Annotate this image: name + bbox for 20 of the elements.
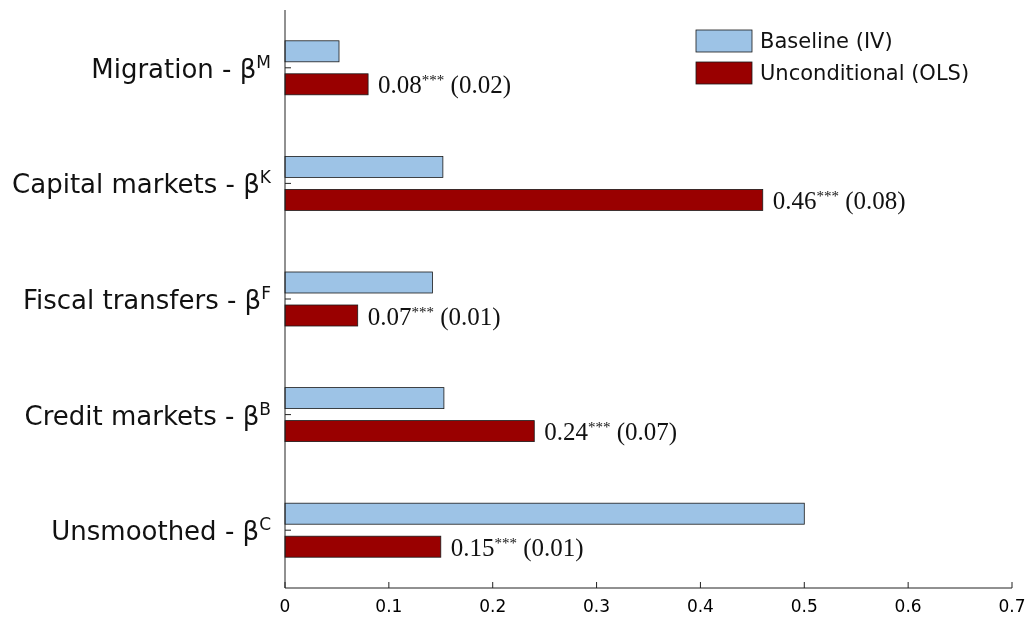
y-tick-label: Fiscal transfers - β$^{F}$ <box>22 283 271 315</box>
x-tick-label: 0.3 <box>583 596 611 616</box>
data-label: 0.46$^{***}$ (0.08) <box>772 186 906 215</box>
x-tick-label: 0.4 <box>686 596 714 616</box>
x-tick-label: 0.5 <box>790 596 818 616</box>
legend-label: Baseline (IV) <box>760 29 893 53</box>
data-label: 0.24$^{***}$ (0.07) <box>544 418 678 447</box>
y-tick-label: Unsmoothed - β$^{C}$ <box>51 514 271 547</box>
x-tick-label: 0 <box>279 596 291 616</box>
data-label: 0.08$^{***}$ (0.02) <box>378 71 511 100</box>
data-label: 0.07$^{***}$ (0.01) <box>367 302 501 331</box>
y-tick-label: Credit markets - β$^{B}$ <box>24 398 271 431</box>
legend-label: Unconditional (OLS) <box>760 61 970 85</box>
y-tick-label: Migration - β$^{M}$ <box>91 51 271 84</box>
x-tick-label: 0.1 <box>375 596 403 616</box>
x-tick-label: 0.2 <box>479 596 507 616</box>
x-tick-label: 0.6 <box>894 596 922 616</box>
y-tick-label: Capital markets - β$^{K}$ <box>12 167 272 200</box>
data-label: 0.15$^{***}$ (0.01) <box>450 533 584 562</box>
x-tick-label: 0.7 <box>998 596 1026 616</box>
